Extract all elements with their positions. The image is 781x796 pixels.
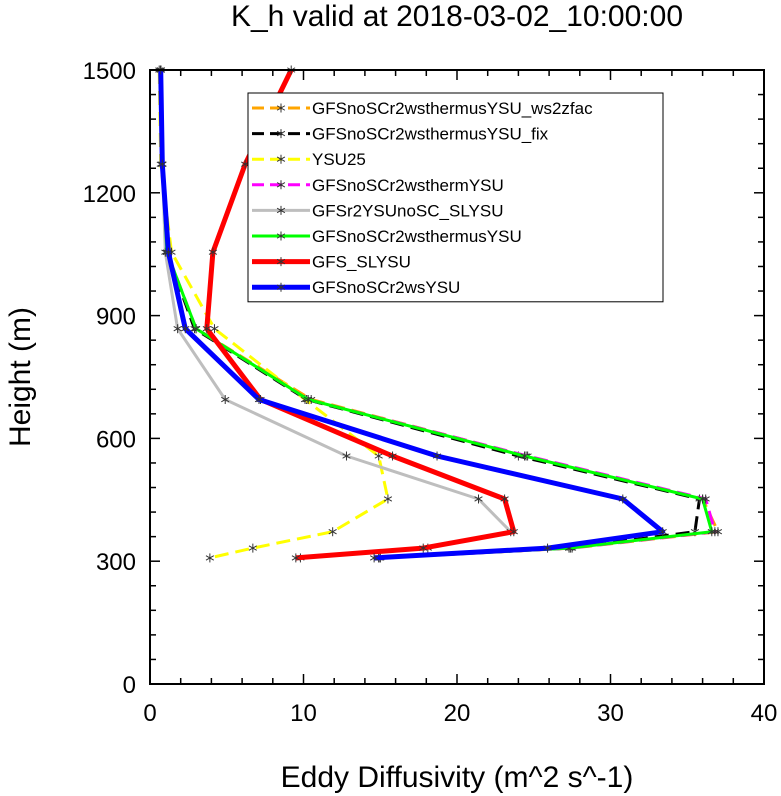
- legend-item: GFS_SLYSU: [252, 253, 411, 272]
- y-tick-label: 300: [96, 549, 136, 576]
- plot-frame: [149, 69, 765, 685]
- series-gfsnoscr2wsysu: [156, 65, 667, 563]
- data-marker: [432, 451, 442, 461]
- data-marker: [303, 395, 313, 405]
- data-marker: [388, 451, 397, 461]
- legend-label: GFSr2YSUnoSC_SLYSU: [312, 201, 503, 220]
- legend-label: GFSnoSCr2wsthermYSU: [312, 176, 504, 195]
- data-marker: [191, 324, 201, 334]
- data-marker: [202, 324, 211, 334]
- data-marker: [208, 247, 218, 257]
- data-marker: [173, 324, 182, 334]
- legend-item: GFSnoSCr2wsthermusYSU: [252, 227, 522, 246]
- series-line: [158, 69, 666, 561]
- data-marker: [276, 103, 286, 113]
- data-marker: [276, 282, 286, 292]
- legend-label: GFSnoSCr2wsthermusYSU: [312, 227, 522, 246]
- y-tick-label: 900: [96, 304, 136, 331]
- data-marker: [276, 154, 286, 164]
- x-tick-label: 20: [444, 700, 471, 727]
- legend-item: GFSr2YSUnoSC_SLYSU: [252, 201, 503, 220]
- data-marker: [698, 494, 707, 504]
- axis-tick-labels: 0 10 20 30 40 0 300 600 900 1200 1500: [83, 58, 778, 727]
- data-marker: [500, 494, 509, 504]
- data-marker: [383, 494, 393, 504]
- legend-item: GFSnoSCr2wsthermusYSU_ws2zfac: [252, 99, 593, 118]
- legend-item: YSU25: [252, 150, 366, 169]
- legend-label: GFSnoSCr2wsYSU: [312, 278, 460, 297]
- data-marker: [276, 129, 286, 139]
- data-marker: [419, 543, 428, 553]
- data-marker: [248, 543, 257, 553]
- x-tick-label: 10: [290, 700, 317, 727]
- data-marker: [291, 553, 300, 563]
- plot-series: [155, 65, 723, 563]
- legend-label: YSU25: [312, 150, 366, 169]
- legend-item: GFSnoSCr2wsYSU: [252, 278, 460, 297]
- data-marker: [164, 247, 173, 257]
- legend-item: GFSnoSCr2wsthermYSU: [252, 176, 504, 195]
- legend-box: [247, 92, 664, 303]
- data-marker: [205, 553, 215, 563]
- data-marker: [276, 205, 286, 215]
- x-tick-label: 0: [143, 700, 156, 727]
- y-axis-label: Height (m): [4, 307, 37, 447]
- chart-title: K_h valid at 2018-03-02_10:00:00: [231, 0, 683, 33]
- data-marker: [276, 257, 286, 267]
- data-marker: [276, 180, 286, 190]
- y-tick-label: 1500: [83, 58, 136, 85]
- legend-item: GFSnoSCr2wsthermusYSU_fix: [252, 125, 549, 144]
- data-marker: [221, 395, 230, 405]
- data-marker: [328, 527, 337, 537]
- data-marker: [210, 324, 219, 334]
- legend: GFSnoSCr2wsthermusYSU_ws2zfac GFSnoSCr2ws…: [247, 92, 664, 303]
- data-marker: [181, 324, 190, 334]
- legend-label: GFSnoSCr2wsthermusYSU_fix: [312, 125, 549, 144]
- series-line: [204, 68, 517, 561]
- x-tick-label: 40: [751, 700, 778, 727]
- data-marker: [520, 451, 529, 461]
- data-marker: [543, 543, 552, 553]
- data-marker: [509, 527, 518, 537]
- data-marker: [254, 395, 264, 405]
- x-tick-label: 30: [597, 700, 624, 727]
- legend-label: GFSnoSCr2wsthermusYSU_ws2zfac: [312, 99, 593, 118]
- data-marker: [707, 527, 716, 537]
- data-marker: [369, 553, 379, 563]
- y-tick-label: 0: [123, 672, 136, 699]
- data-marker: [374, 451, 383, 461]
- data-marker: [158, 159, 167, 169]
- y-tick-label: 600: [96, 426, 136, 453]
- data-marker: [618, 494, 627, 504]
- x-axis-label: Eddy Diffusivity (m^2 s^-1): [281, 761, 634, 794]
- data-marker: [658, 527, 667, 537]
- data-marker: [474, 494, 483, 504]
- legend-label: GFS_SLYSU: [312, 253, 411, 272]
- data-marker: [342, 451, 351, 461]
- data-marker: [276, 231, 286, 241]
- y-tick-label: 1200: [83, 181, 136, 208]
